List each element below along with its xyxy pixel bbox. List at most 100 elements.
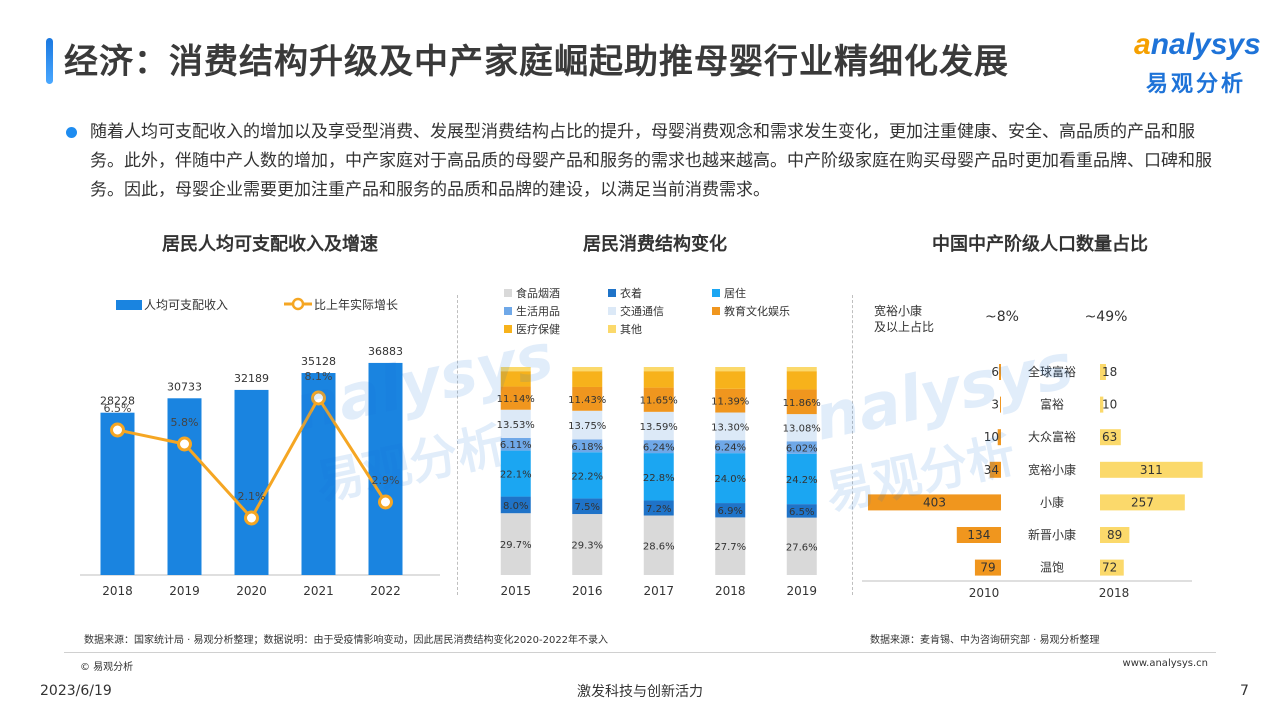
income-bar <box>234 389 269 575</box>
bar-2018 <box>1100 429 1121 446</box>
share-2018: ~49% <box>1085 309 1128 325</box>
segment-value-label: 11.14% <box>497 394 535 405</box>
stack-segment <box>786 414 817 442</box>
bar-2010 <box>868 494 1001 511</box>
income-bar <box>167 398 202 575</box>
stack-segment <box>572 386 603 411</box>
segment-value-label: 13.59% <box>640 422 678 433</box>
stack-segment <box>786 453 817 505</box>
share-header-label-line2: 及以上占比 <box>874 319 934 334</box>
x-tick-label: 2022 <box>370 584 401 598</box>
stack-segment <box>572 514 603 575</box>
segment-value-label: 13.53% <box>497 420 535 431</box>
legend-label: 生活用品 <box>516 304 560 318</box>
chart-divider-2 <box>852 295 853 595</box>
page-number: 7 <box>1240 683 1249 699</box>
segment-value-label: 6.02% <box>786 444 818 455</box>
growth-value-label: 2.9% <box>372 474 400 487</box>
segment-value-label: 11.86% <box>783 398 821 409</box>
source-note-right: 数据来源：麦肯锡、中为咨询研究部 · 易观分析整理 <box>870 635 1100 646</box>
bullet-icon <box>66 127 77 138</box>
logo-chinese: 易观分析 <box>1146 72 1247 97</box>
x-tick-label: 2020 <box>236 584 267 598</box>
segment-value-label: 7.2% <box>646 504 671 515</box>
tier-label: 大众富裕 <box>1028 429 1076 444</box>
bar-2010 <box>997 429 1001 446</box>
stack-segment <box>786 504 817 518</box>
value-label-2010: 134 <box>967 528 990 542</box>
stack-segment <box>715 412 746 441</box>
legend-growth-label: 比上年实际增长 <box>314 297 398 312</box>
stack-segment <box>643 367 674 372</box>
bar-2010 <box>974 559 1001 576</box>
legend-swatch <box>608 325 616 333</box>
stack-segment <box>572 439 603 453</box>
analysys-logo: analysys 易观分析 <box>1132 28 1262 98</box>
segment-value-label: 13.75% <box>568 421 606 432</box>
growth-point <box>311 390 326 406</box>
income-value-label: 32189 <box>234 372 269 385</box>
bar-2018 <box>1100 527 1130 543</box>
growth-point <box>244 510 259 526</box>
intro-paragraph: 随着人均可支配收入的增加以及享受型消费、发展型消费结构占比的提升，母婴消费观念和… <box>90 122 1212 200</box>
tier-label: 小康 <box>1040 494 1064 509</box>
stack-segment <box>500 386 531 410</box>
value-label-2018: 72 <box>1102 561 1117 575</box>
stack-segment <box>643 453 674 501</box>
bar-2010 <box>1000 396 1001 413</box>
legend-label: 食品烟酒 <box>516 286 560 300</box>
legend-swatch <box>712 307 720 315</box>
page-title: 经济：消费结构升级及中产家庭崛起助推母婴行业精细化发展 <box>64 42 1009 82</box>
legend-swatch <box>504 307 512 315</box>
segment-value-label: 28.6% <box>643 541 675 552</box>
segment-value-label: 22.2% <box>571 471 603 482</box>
title-accent-bar <box>46 38 53 84</box>
stack-segment <box>715 371 746 389</box>
segment-value-label: 13.30% <box>711 422 749 433</box>
value-label-2018: 89 <box>1107 528 1122 542</box>
segment-value-label: 22.1% <box>500 470 532 481</box>
segment-value-label: 6.9% <box>718 506 743 517</box>
value-label-2018: 10 <box>1102 398 1117 412</box>
legend-label: 衣着 <box>620 286 642 300</box>
chart1-title: 居民人均可支配收入及增速 <box>162 234 378 255</box>
stack-segment <box>643 515 674 575</box>
value-label-2010: 10 <box>984 430 999 444</box>
growth-value-label: 5.8% <box>171 416 199 429</box>
segment-value-label: 6.11% <box>500 440 532 451</box>
series-label-2010: 2010 <box>969 586 1000 600</box>
stack-segment <box>786 371 817 390</box>
chart-divider-1 <box>457 295 458 595</box>
stack-segment <box>715 453 746 504</box>
x-tick-label: 2017 <box>643 584 674 598</box>
growth-value-label: 2.1% <box>238 490 266 503</box>
tier-label: 富裕 <box>1040 397 1064 412</box>
income-bar <box>368 362 403 575</box>
x-tick-label: 2019 <box>786 584 817 598</box>
income-bar <box>100 412 135 575</box>
segment-value-label: 24.2% <box>786 475 818 486</box>
stack-segment <box>572 367 603 372</box>
stack-segment <box>500 450 531 497</box>
x-tick-label: 2018 <box>102 584 133 598</box>
income-chart: 人均可支配收入 比上年实际增长 28228 2018 30733 2019 32189 2… <box>80 297 440 598</box>
growth-value-label: 6.5% <box>104 402 132 415</box>
footer-divider <box>64 652 1216 653</box>
stack-segment <box>786 517 817 575</box>
income-value-label: 36883 <box>368 345 403 358</box>
stack-segment <box>643 411 674 441</box>
stack-segment <box>786 367 817 372</box>
segment-value-label: 7.5% <box>575 502 600 513</box>
legend-label: 教育文化娱乐 <box>724 304 790 318</box>
value-label-2018: 257 <box>1131 495 1154 509</box>
website-link[interactable]: www.analysys.cn <box>1122 658 1208 669</box>
legend-swatch <box>504 325 512 333</box>
stack-segment <box>643 371 674 388</box>
stack-segment <box>643 440 674 454</box>
tier-label: 温饱 <box>1040 560 1064 575</box>
source-note-left: 数据来源：国家统计局 · 易观分析整理；数据说明：由于受疫情影响变动，因此居民消… <box>84 635 609 646</box>
stack-segment <box>572 371 603 387</box>
value-label-2010: 3 <box>991 398 999 412</box>
segment-value-label: 24.0% <box>714 474 746 485</box>
